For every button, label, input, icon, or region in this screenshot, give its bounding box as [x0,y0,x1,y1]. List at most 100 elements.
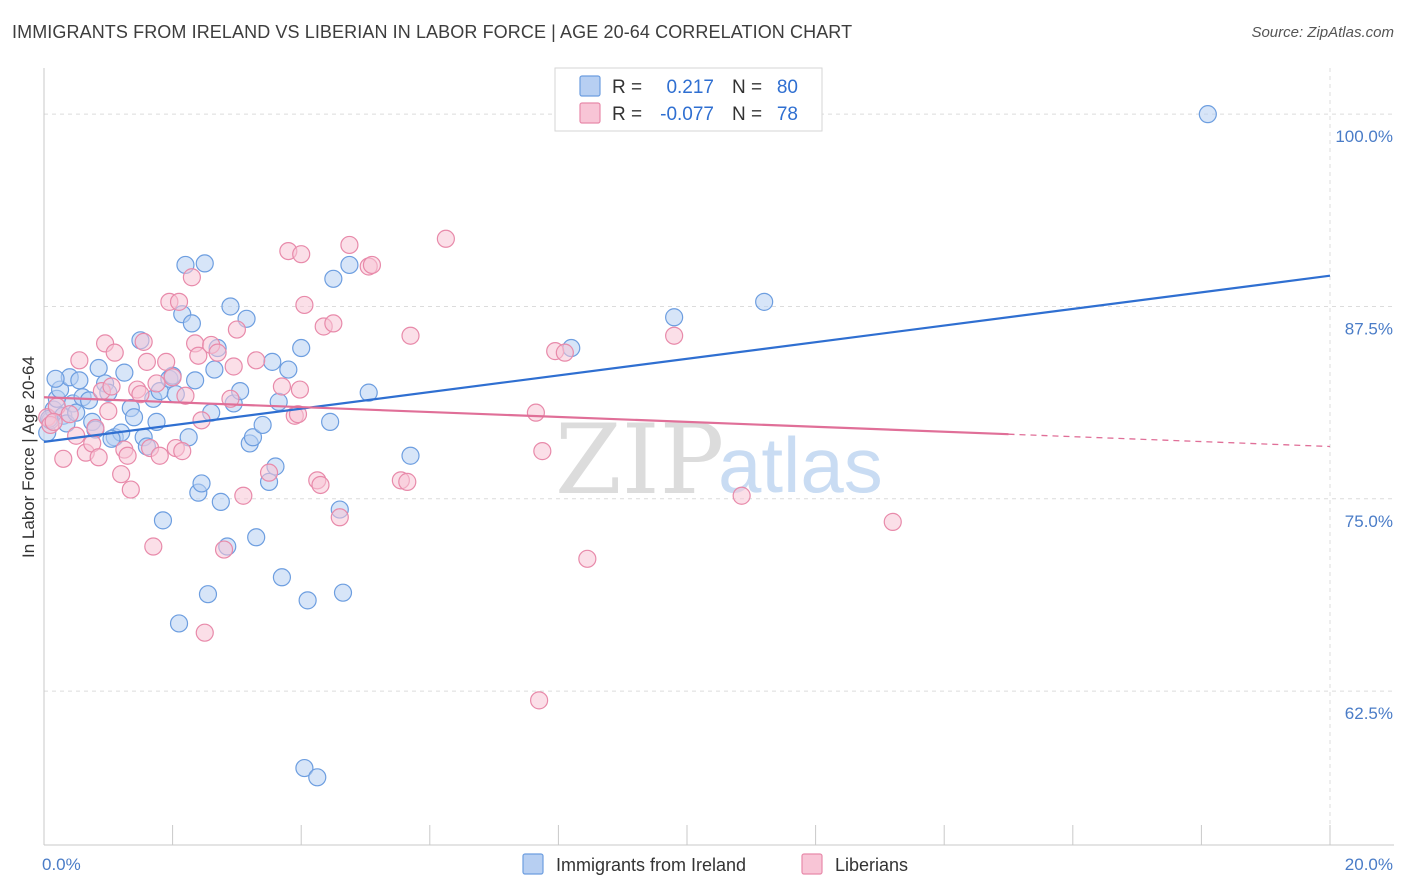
point-ireland [333,583,353,602]
watermark: ZIP atlas [555,404,883,516]
point-ireland [324,269,343,288]
point-liberians [163,368,182,387]
point-liberians [665,326,684,345]
x-tick-label: 20.0% [1345,855,1393,874]
point-liberians [131,385,150,404]
point-liberians [214,540,234,559]
point-liberians [533,442,552,461]
point-ireland [186,371,205,390]
point-liberians [137,352,156,371]
chart-title: IMMIGRANTS FROM IRELAND VS LIBERIAN IN L… [12,22,853,42]
point-ireland [272,568,292,587]
point-liberians [272,377,292,396]
point-liberians [247,351,266,370]
y-tick-label: 87.5% [1345,319,1393,338]
legend-n-value-ireland: 80 [777,77,798,98]
point-liberians [526,403,545,422]
point-liberians [144,537,163,556]
point-liberians [86,418,105,438]
point-ireland [308,768,327,787]
point-liberians [224,357,243,376]
legend-swatch-ireland [522,853,544,875]
y-tick-label: 75.0% [1345,512,1393,531]
legend-series: Immigrants from Ireland Liberians [522,853,908,875]
point-liberians [398,472,417,491]
y-axis-label: In Labor Force | Age 20-64 [19,356,38,558]
point-liberians [340,235,359,255]
point-liberians [169,292,189,311]
point-liberians [60,405,79,424]
point-ireland [70,371,89,390]
point-ireland [247,528,266,547]
point-ireland [46,369,65,388]
legend-stats-swatch-ireland [579,75,601,97]
point-liberians [362,255,382,275]
point-liberians [221,389,240,408]
point-ireland [124,408,144,427]
point-liberians [173,442,192,461]
point-ireland [269,392,288,411]
point-ireland [665,308,684,327]
point-liberians [311,475,330,495]
point-ireland [192,474,211,493]
legend-n-label-liberians: N = [732,104,762,125]
trend-line-liberians-extension [1008,433,1331,448]
point-ireland [340,255,359,275]
legend-r-label-ireland: R = [612,77,642,98]
legend-n-label-ireland: N = [732,77,762,98]
point-liberians [121,480,140,499]
point-ireland [295,758,314,778]
point-liberians [324,314,343,333]
trend-line-liberians [43,396,1009,436]
y-tick-label: 62.5% [1345,704,1393,723]
point-liberians [99,402,118,421]
legend-r-value-ireland: 0.217 [666,77,714,98]
point-liberians [118,446,137,465]
point-ireland [211,492,230,511]
point-liberians [290,380,310,399]
x-tick-label: 0.0% [42,855,81,874]
point-ireland [292,338,311,358]
point-ireland [205,360,224,379]
point-ireland [253,415,272,435]
point-liberians [330,508,349,527]
point-liberians [182,268,201,287]
point-liberians [157,352,176,371]
axes [43,68,1394,846]
point-ireland [279,360,298,379]
point-ireland [182,314,201,333]
point-ireland [321,412,340,431]
point-liberians [176,386,195,405]
point-liberians [54,449,73,468]
legend-stats: R = 0.217 N = 80 R = -0.077 N = 78 [554,67,823,132]
point-liberians [227,320,246,339]
point-ireland [221,297,240,316]
tick-labels: 100.0% 87.5% 75.0% 62.5% 0.0% 20.0% [42,127,1393,874]
point-liberians [195,623,214,642]
point-liberians [295,295,314,315]
point-liberians [578,549,597,568]
point-liberians [732,486,751,505]
point-liberians [150,446,169,465]
y-tick-label: 100.0% [1335,127,1393,146]
point-liberians [292,245,311,264]
legend-label-liberians: Liberians [835,855,908,875]
point-liberians [555,343,574,362]
point-ireland [198,585,218,604]
point-ireland [359,383,378,402]
point-ireland [115,363,134,382]
point-liberians [401,326,420,345]
points [38,105,1217,787]
point-ireland [195,254,214,273]
point-ireland [401,446,420,465]
point-ireland [243,428,263,447]
legend-swatch-liberians [801,853,823,875]
point-liberians [105,343,124,362]
legend-n-value-liberians: 78 [777,104,798,125]
trend-lines [43,274,1331,448]
point-liberians [44,412,63,431]
legend-label-ireland: Immigrants from Ireland [556,855,746,875]
point-ireland [153,511,173,530]
point-liberians [234,486,253,505]
